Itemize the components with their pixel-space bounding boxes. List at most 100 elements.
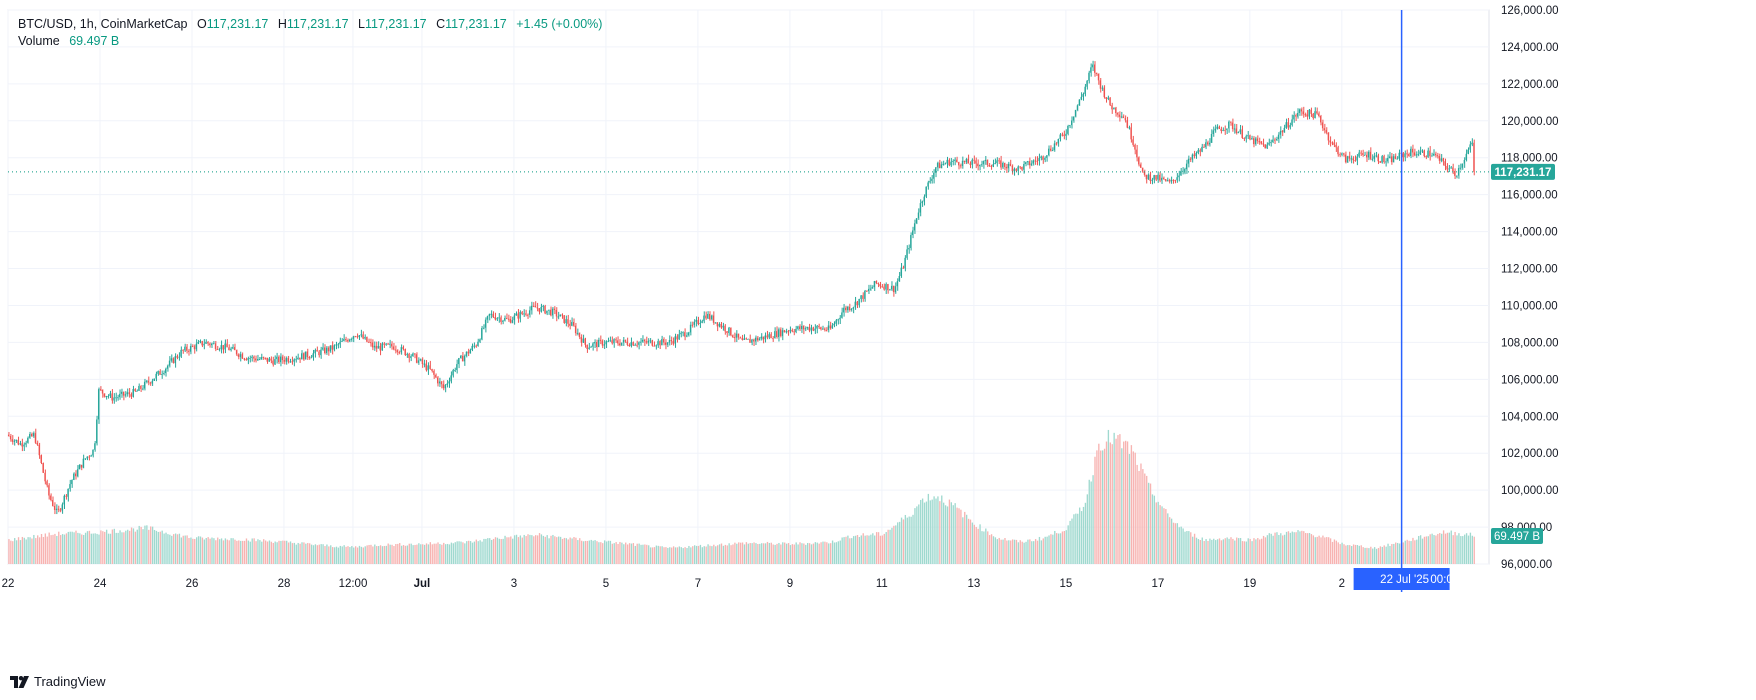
candle-body [605, 341, 607, 345]
volume-bar [552, 534, 554, 564]
candle-body [220, 345, 222, 350]
candle-body [1402, 153, 1404, 158]
volume-bar [328, 546, 330, 564]
candle-body [128, 392, 130, 395]
volume-bar [207, 537, 209, 564]
volume-bar [295, 544, 297, 564]
volume-bar [531, 535, 533, 564]
volume-bar [628, 543, 631, 564]
candle-body [563, 315, 565, 323]
candle-body [176, 356, 178, 358]
volume-bar [186, 535, 188, 564]
volume-bar [1192, 536, 1194, 564]
candle-body [287, 358, 289, 362]
volume-bar [134, 531, 137, 564]
volume-bar [981, 531, 983, 564]
candle-body [749, 338, 751, 343]
candle-body [304, 351, 307, 360]
volume-bar [372, 546, 374, 564]
candle-body [519, 312, 521, 319]
volume-bar [331, 547, 334, 564]
volume-bar [655, 545, 658, 564]
candle-body [1427, 150, 1429, 158]
candle-body [603, 344, 605, 346]
volume-bar [600, 542, 602, 564]
volume-bar [226, 539, 228, 564]
volume-bar [61, 534, 64, 564]
candle-body [392, 346, 395, 350]
volume-bar [814, 542, 817, 564]
candle-body [580, 337, 582, 343]
volume-bar [720, 543, 723, 564]
volume-bar [1193, 533, 1196, 564]
candle-body [703, 315, 705, 322]
candle-body [883, 286, 885, 290]
volume-bar [559, 536, 562, 564]
volume-bar [151, 526, 154, 564]
candle-body [645, 341, 647, 343]
volume-bar [1467, 535, 1470, 564]
candle-body [143, 381, 146, 389]
candle-body [521, 312, 523, 315]
volume-bar [602, 543, 604, 564]
candle-body [226, 343, 228, 348]
candle-body [258, 359, 261, 361]
candle-body [1321, 122, 1324, 129]
volume-bar [127, 529, 129, 564]
volume-bar [240, 540, 242, 564]
candle-body [733, 337, 736, 339]
volume-bar [343, 545, 345, 564]
candle-body [1155, 175, 1157, 180]
volume-bar [931, 499, 933, 564]
volume-bar [1339, 544, 1341, 564]
y-tick-label: 120,000.00 [1501, 116, 1559, 128]
candle-body [774, 331, 776, 339]
volume-bar [1360, 545, 1362, 564]
volume-bar [1364, 547, 1366, 564]
volume-bar [324, 546, 326, 564]
volume-bar [420, 544, 422, 564]
volume-label[interactable]: Volume [18, 34, 60, 48]
candle-body [818, 325, 820, 328]
volume-bar [701, 547, 704, 564]
tradingview-logo[interactable]: TradingView [10, 674, 106, 689]
candle-body [822, 328, 824, 330]
candle-body [1350, 158, 1352, 160]
symbol-label[interactable]: BTC/USD, 1h, CoinMarketCap [18, 17, 188, 31]
candle-body [408, 353, 410, 358]
volume-bar [1236, 537, 1238, 564]
candle-body [107, 395, 109, 397]
candle-body [189, 346, 192, 352]
volume-bar [46, 536, 48, 564]
candle-body [1362, 153, 1364, 155]
candle-body [527, 314, 529, 316]
candle-body [325, 347, 328, 354]
volume-bar [1237, 538, 1240, 564]
volume-bar [1379, 546, 1382, 564]
candle-body [804, 328, 806, 330]
volume-bar [205, 537, 207, 564]
volume-bar [454, 542, 456, 564]
volume-bar [1048, 535, 1050, 564]
high-value: 117,231.17 [286, 17, 349, 31]
candle-body [323, 347, 326, 354]
volume-bar [1452, 535, 1454, 564]
volume-bar [1023, 542, 1025, 564]
candle-body [425, 363, 427, 371]
volume-bar [1264, 537, 1267, 564]
x-tick-label: 11 [876, 578, 888, 590]
volume-bar [220, 538, 223, 564]
volume-bar [521, 537, 523, 564]
volume-bar [1381, 546, 1383, 564]
volume-bar [839, 540, 841, 564]
y-tick-label: 122,000.00 [1501, 79, 1559, 91]
volume-bar [37, 535, 39, 564]
volume-bar [1305, 533, 1307, 564]
volume-bar [92, 533, 94, 564]
volume-bar [975, 527, 977, 564]
volume-bar [374, 544, 376, 564]
volume-bar [1333, 539, 1336, 564]
volume-bar [933, 496, 935, 564]
